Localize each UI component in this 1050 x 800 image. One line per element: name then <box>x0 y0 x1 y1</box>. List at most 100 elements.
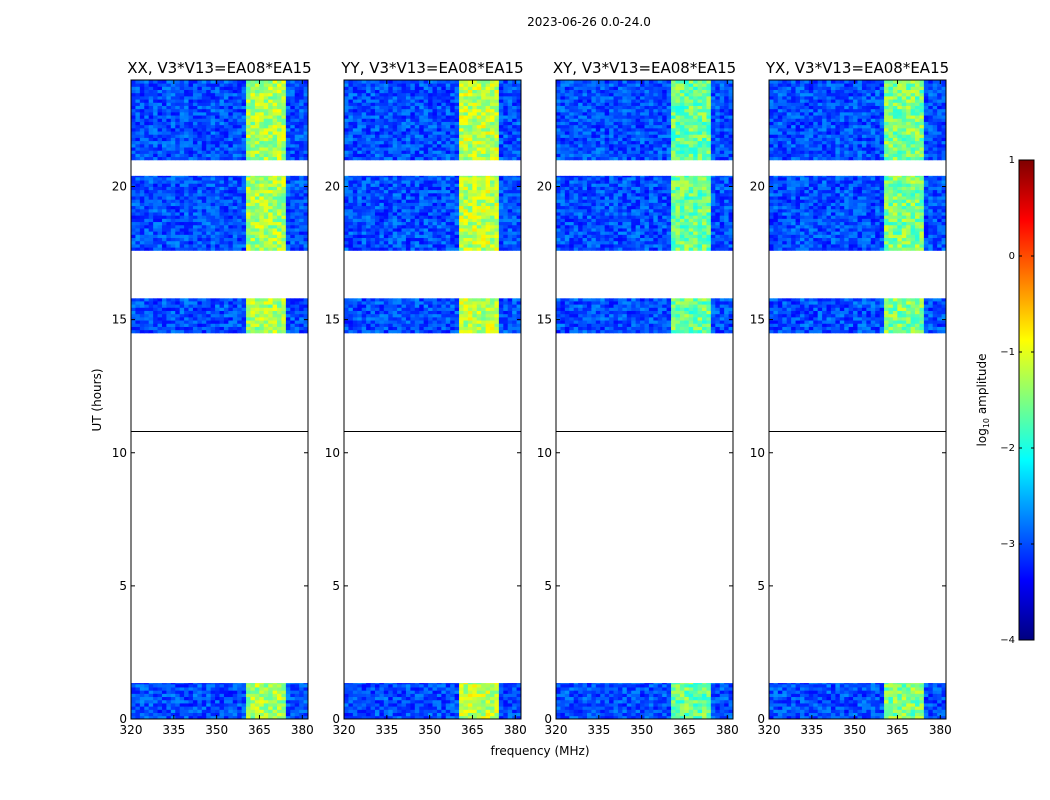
heatmap-cell <box>414 156 420 161</box>
heatmap-cell <box>281 320 287 324</box>
heatmap-cell <box>215 189 220 194</box>
heatmap-cell <box>472 247 478 251</box>
heatmap-cell <box>401 186 407 191</box>
heatmap-cell <box>290 690 296 694</box>
heatmap-cell <box>432 329 438 334</box>
heatmap-cell <box>197 80 203 84</box>
heatmap-cell <box>237 218 243 223</box>
heatmap-cell <box>250 715 256 720</box>
heatmap-cell <box>148 121 154 126</box>
heatmap-cell <box>401 699 407 704</box>
heatmap-cell <box>250 205 256 210</box>
heatmap-cell <box>144 99 150 103</box>
heatmap-cell <box>166 316 172 321</box>
heatmap-cell <box>494 300 500 305</box>
heatmap-cell <box>175 715 181 720</box>
heatmap-cell <box>263 683 269 685</box>
heatmap-cell <box>215 221 220 226</box>
heatmap-cell <box>467 180 473 184</box>
heatmap-cell <box>388 310 394 315</box>
heatmap-cell <box>192 693 198 698</box>
heatmap-cell <box>219 143 225 148</box>
heatmap-cell <box>410 218 416 223</box>
heatmap-cell <box>344 180 349 184</box>
heatmap-cell <box>241 212 247 216</box>
heatmap-cell <box>459 313 464 318</box>
heatmap-cell <box>139 127 145 132</box>
heatmap-cell <box>450 186 456 191</box>
heatmap-cell <box>361 300 367 305</box>
heatmap-cell <box>131 127 136 132</box>
heatmap-cell <box>428 683 433 685</box>
heatmap-cell <box>472 699 478 704</box>
heatmap-cell <box>405 329 411 334</box>
heatmap-cell <box>148 224 154 229</box>
heatmap-cell <box>303 208 309 213</box>
heatmap-cell <box>232 134 238 138</box>
heatmap-cell <box>432 699 438 704</box>
heatmap-cell <box>459 320 464 324</box>
heatmap-cell <box>161 709 167 714</box>
heatmap-cell <box>210 80 216 84</box>
heatmap-cell <box>498 300 504 305</box>
heatmap-cell <box>490 231 495 235</box>
heatmap-cell <box>494 240 500 245</box>
heatmap-cell <box>472 316 478 321</box>
heatmap-cell <box>392 212 398 216</box>
heatmap-cell <box>445 690 451 694</box>
heatmap-cell <box>436 231 442 235</box>
heatmap-cell <box>410 208 416 213</box>
heatmap-cell <box>153 231 158 235</box>
heatmap-cell <box>223 131 229 135</box>
heatmap-cell <box>294 231 300 235</box>
heatmap-cell <box>241 715 247 720</box>
heatmap-cell <box>423 320 429 324</box>
heatmap-cell <box>294 205 300 210</box>
heatmap-cell <box>157 83 163 87</box>
heatmap-cell <box>175 696 181 701</box>
heatmap-cell <box>414 310 420 315</box>
heatmap-cell <box>383 192 389 197</box>
heatmap-cell <box>268 92 274 97</box>
heatmap-cell <box>459 310 464 315</box>
heatmap-cell <box>277 228 282 232</box>
heatmap-cell <box>370 218 376 223</box>
heatmap-cell <box>210 143 216 148</box>
heatmap-cell <box>192 99 198 103</box>
heatmap-cell <box>366 192 371 197</box>
heatmap-cell <box>383 323 389 327</box>
heatmap-cell <box>268 176 274 181</box>
heatmap-cell <box>503 202 509 207</box>
heatmap-cell <box>139 86 145 90</box>
heatmap-cell <box>232 92 238 97</box>
heatmap-cell <box>223 118 229 122</box>
heatmap-cell <box>161 199 167 203</box>
heatmap-cell <box>441 683 447 688</box>
heatmap-cell <box>184 95 189 100</box>
heatmap-cell <box>405 186 411 191</box>
heatmap-cell <box>259 224 265 229</box>
heatmap-cell <box>299 234 304 239</box>
heatmap-cell <box>507 683 513 685</box>
heatmap-cell <box>237 121 243 126</box>
heatmap-cell <box>436 313 442 318</box>
heatmap-cell <box>445 186 451 191</box>
heatmap-cell <box>135 218 141 223</box>
heatmap-cell <box>250 215 256 219</box>
heatmap-cell <box>450 709 456 714</box>
heatmap-cell <box>299 212 304 216</box>
heatmap-cell <box>410 683 416 685</box>
heatmap-cell <box>285 313 291 318</box>
heatmap-cell <box>131 83 136 87</box>
heatmap-cell <box>494 323 500 327</box>
heatmap-cell <box>490 196 495 200</box>
heatmap-cell <box>153 326 158 331</box>
heatmap-cell <box>175 240 181 245</box>
heatmap-cell <box>201 693 207 698</box>
heatmap-cell <box>397 307 402 311</box>
heatmap-cell <box>348 189 354 194</box>
heatmap-cell <box>352 690 358 694</box>
heatmap-cell <box>357 690 363 694</box>
heatmap-cell <box>445 329 451 334</box>
heatmap-cell <box>246 231 251 235</box>
